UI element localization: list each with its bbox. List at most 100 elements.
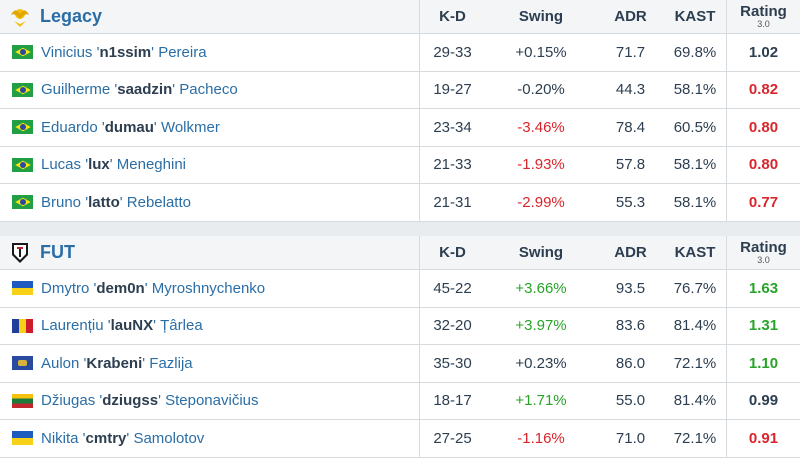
player-first-name: Lucas: [41, 156, 82, 174]
rating-label: Rating: [740, 239, 787, 256]
player-link[interactable]: Dmytro 'dem0n' Myroshnychenko: [41, 279, 266, 297]
team-header: Legacy K-D Swing ADR KAST Rating 3.0: [0, 0, 800, 34]
kd-value: 32-20: [433, 317, 472, 335]
player-nickname: dem0n: [96, 279, 145, 297]
player-link[interactable]: Eduardo 'dumau' Wolkmer: [41, 118, 220, 136]
fut-logo-icon: [12, 242, 28, 263]
kast-value: 72.1%: [673, 429, 717, 447]
player-cell: Dmytro 'dem0n' Myroshnychenko: [0, 270, 420, 307]
adr-value: 57.8: [615, 156, 646, 174]
player-link[interactable]: Vinicius 'n1ssim' Pereira: [41, 43, 207, 61]
adr-value: 71.7: [615, 43, 646, 61]
player-cell: Džiugas 'dziugss' Steponavičius: [0, 382, 420, 419]
table-row: Guilherme 'saadzin' Pacheco 19-27 -0.20% 44…: [0, 71, 800, 109]
team-stats-table: Legacy K-D Swing ADR KAST Rating 3.0 Vin…: [0, 0, 800, 222]
ukraine-flag-icon: [12, 431, 33, 446]
rating-value: 0.82: [726, 71, 800, 108]
player-link[interactable]: Bruno 'latto' Rebelatto: [41, 193, 191, 211]
player-first-name: Džiugas: [41, 392, 96, 410]
col-kd-header[interactable]: K-D: [439, 8, 466, 25]
col-kast-header[interactable]: KAST: [674, 8, 716, 25]
player-link[interactable]: Guilherme 'saadzin' Pacheco: [41, 81, 238, 99]
table-row: Vinicius 'n1ssim' Pereira 29-33 +0.15% 71.7…: [0, 34, 800, 72]
player-last-name: Pereira: [158, 43, 207, 61]
kosovo-flag-icon: [12, 356, 33, 371]
kast-value: 81.4%: [673, 392, 717, 410]
brazil-flag-icon: [12, 45, 33, 60]
player-cell: Laurențiu 'lauNX' Țârlea: [0, 307, 420, 344]
player-link[interactable]: Džiugas 'dziugss' Steponavičius: [41, 392, 259, 410]
table-row: Aulon 'Krabeni' Fazlija 35-30 +0.23% 86.0 72…: [0, 345, 800, 383]
col-adr-header[interactable]: ADR: [614, 8, 647, 25]
player-cell: Eduardo 'dumau' Wolkmer: [0, 109, 420, 146]
rating-value: 1.02: [726, 34, 800, 71]
player-link[interactable]: Nikita 'cmtry' Samolotov: [41, 429, 205, 447]
col-kd-header[interactable]: K-D: [439, 244, 466, 261]
adr-value: 93.5: [615, 279, 646, 297]
table-row: Lucas 'lux' Meneghini 21-33 -1.93% 57.8 58.1…: [0, 146, 800, 184]
player-last-name: Pacheco: [179, 81, 238, 99]
player-last-name: Fazlija: [149, 354, 193, 372]
brazil-flag-icon: [12, 195, 33, 210]
rating-value: 1.31: [726, 307, 800, 344]
swing-value: +0.23%: [515, 354, 567, 372]
kd-value: 18-17: [433, 392, 472, 410]
kd-value: 29-33: [433, 43, 472, 61]
player-last-name: Wolkmer: [160, 118, 220, 136]
player-rows: Vinicius 'n1ssim' Pereira 29-33 +0.15% 71.7…: [0, 34, 800, 222]
player-cell: Aulon 'Krabeni' Fazlija: [0, 345, 420, 382]
player-nickname: lux: [88, 156, 110, 174]
col-rating-header[interactable]: Rating 3.0: [726, 236, 800, 269]
rating-value: 1.10: [726, 345, 800, 382]
swing-value: +0.15%: [515, 43, 567, 61]
player-nickname: Krabeni: [86, 354, 143, 372]
col-rating-header[interactable]: Rating 3.0: [726, 0, 800, 33]
player-rows: Dmytro 'dem0n' Myroshnychenko 45-22 +3.66%…: [0, 270, 800, 458]
player-first-name: Laurențiu: [41, 317, 104, 335]
kd-value: 21-33: [433, 156, 472, 174]
col-adr-header[interactable]: ADR: [614, 244, 647, 261]
team-name[interactable]: Legacy: [40, 6, 103, 26]
player-cell: Guilherme 'saadzin' Pacheco: [0, 71, 420, 108]
col-swing-header[interactable]: Swing: [518, 244, 564, 261]
player-nickname: latto: [88, 193, 120, 211]
col-swing-header[interactable]: Swing: [518, 8, 564, 25]
player-link[interactable]: Laurențiu 'lauNX' Țârlea: [41, 317, 203, 335]
brazil-flag-icon: [12, 120, 33, 135]
swing-value: -3.46%: [517, 118, 565, 136]
adr-value: 55.0: [615, 392, 646, 410]
swing-value: +1.71%: [515, 392, 567, 410]
player-first-name: Guilherme: [41, 81, 111, 99]
swing-value: +3.66%: [515, 279, 567, 297]
player-nickname: n1ssim: [99, 43, 152, 61]
rating-value: 0.91: [726, 420, 800, 457]
player-first-name: Eduardo: [41, 118, 98, 136]
rating-label: Rating: [740, 3, 787, 20]
kd-value: 35-30: [433, 354, 472, 372]
kast-value: 69.8%: [673, 43, 717, 61]
swing-value: +3.97%: [515, 317, 567, 335]
legacy-logo-icon: [11, 8, 29, 27]
player-cell: Lucas 'lux' Meneghini: [0, 146, 420, 183]
kd-value: 45-22: [433, 279, 472, 297]
player-cell: Bruno 'latto' Rebelatto: [0, 184, 420, 221]
team-name-cell[interactable]: FUT: [0, 236, 420, 269]
player-link[interactable]: Lucas 'lux' Meneghini: [41, 156, 186, 174]
player-nickname: cmtry: [85, 429, 127, 447]
team-name-cell[interactable]: Legacy: [0, 0, 420, 33]
table-row: Eduardo 'dumau' Wolkmer 23-34 -3.46% 78.4 60…: [0, 109, 800, 147]
player-first-name: Dmytro: [41, 279, 90, 297]
kast-value: 72.1%: [673, 354, 717, 372]
col-kast-header[interactable]: KAST: [674, 244, 716, 261]
player-last-name: Meneghini: [116, 156, 186, 174]
player-link[interactable]: Aulon 'Krabeni' Fazlija: [41, 354, 193, 372]
team-name[interactable]: FUT: [40, 242, 75, 262]
rating-version: 3.0: [757, 19, 770, 29]
team-header: FUT K-D Swing ADR KAST Rating 3.0: [0, 236, 800, 270]
rating-value: 0.80: [726, 146, 800, 183]
adr-value: 44.3: [615, 81, 646, 99]
player-last-name: Țârlea: [160, 317, 203, 335]
adr-value: 83.6: [615, 317, 646, 335]
player-last-name: Samolotov: [133, 429, 205, 447]
kast-value: 60.5%: [673, 118, 717, 136]
